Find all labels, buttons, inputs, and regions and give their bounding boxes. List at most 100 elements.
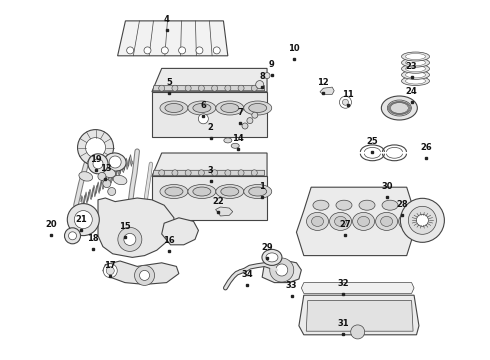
Circle shape xyxy=(93,159,103,169)
Ellipse shape xyxy=(313,200,329,210)
Circle shape xyxy=(77,130,114,166)
Ellipse shape xyxy=(406,60,425,66)
Text: 13: 13 xyxy=(99,164,111,173)
Text: 7: 7 xyxy=(237,108,243,117)
Circle shape xyxy=(247,118,253,123)
Circle shape xyxy=(343,99,348,105)
Polygon shape xyxy=(118,21,228,56)
Ellipse shape xyxy=(307,212,328,230)
Ellipse shape xyxy=(406,78,425,84)
Ellipse shape xyxy=(401,52,430,61)
Text: 6: 6 xyxy=(200,101,206,110)
Text: 30: 30 xyxy=(381,182,393,191)
Ellipse shape xyxy=(244,101,272,115)
Circle shape xyxy=(103,180,111,188)
Circle shape xyxy=(212,170,218,176)
Ellipse shape xyxy=(406,66,425,72)
Circle shape xyxy=(198,114,208,124)
Circle shape xyxy=(67,204,99,235)
Text: 5: 5 xyxy=(166,78,172,87)
Text: 32: 32 xyxy=(337,279,349,288)
Polygon shape xyxy=(262,259,301,283)
Ellipse shape xyxy=(376,212,397,230)
Ellipse shape xyxy=(221,104,239,112)
Text: 1: 1 xyxy=(259,182,265,191)
Ellipse shape xyxy=(401,71,430,79)
Ellipse shape xyxy=(165,104,183,112)
Circle shape xyxy=(159,170,165,176)
Circle shape xyxy=(196,47,203,54)
Text: 10: 10 xyxy=(288,44,300,53)
Text: 28: 28 xyxy=(396,200,408,209)
Ellipse shape xyxy=(381,216,392,226)
Ellipse shape xyxy=(312,216,323,226)
Polygon shape xyxy=(152,153,267,176)
Ellipse shape xyxy=(330,212,351,230)
Polygon shape xyxy=(216,207,233,216)
Text: 34: 34 xyxy=(242,270,253,279)
Ellipse shape xyxy=(359,200,375,210)
Text: 17: 17 xyxy=(104,261,116,270)
Ellipse shape xyxy=(90,160,104,169)
Ellipse shape xyxy=(165,187,183,196)
Circle shape xyxy=(400,198,444,242)
Ellipse shape xyxy=(406,72,425,78)
Circle shape xyxy=(161,47,168,54)
Circle shape xyxy=(127,47,134,54)
Ellipse shape xyxy=(336,200,352,210)
Polygon shape xyxy=(162,218,198,245)
Polygon shape xyxy=(152,92,267,137)
Text: 22: 22 xyxy=(212,197,224,206)
Circle shape xyxy=(159,85,165,91)
Circle shape xyxy=(98,172,106,180)
Circle shape xyxy=(198,170,204,176)
Ellipse shape xyxy=(266,253,278,262)
Ellipse shape xyxy=(382,200,398,210)
Circle shape xyxy=(408,206,437,234)
Ellipse shape xyxy=(401,77,430,85)
Circle shape xyxy=(256,81,264,89)
Circle shape xyxy=(242,123,248,129)
Ellipse shape xyxy=(262,249,282,265)
Circle shape xyxy=(351,325,365,339)
Circle shape xyxy=(212,85,218,91)
Polygon shape xyxy=(299,295,419,335)
Circle shape xyxy=(144,47,151,54)
Text: 11: 11 xyxy=(342,90,354,99)
Circle shape xyxy=(416,214,428,226)
Ellipse shape xyxy=(88,154,108,174)
Polygon shape xyxy=(301,283,414,293)
Circle shape xyxy=(86,138,105,158)
Circle shape xyxy=(140,270,149,280)
Circle shape xyxy=(213,47,220,54)
Circle shape xyxy=(252,112,258,118)
Ellipse shape xyxy=(244,185,272,198)
Ellipse shape xyxy=(381,96,417,120)
Ellipse shape xyxy=(188,101,216,115)
Text: 20: 20 xyxy=(46,220,57,229)
Ellipse shape xyxy=(401,58,430,67)
Ellipse shape xyxy=(249,187,267,196)
Polygon shape xyxy=(103,261,179,284)
Text: 31: 31 xyxy=(337,319,349,328)
Text: 25: 25 xyxy=(367,137,378,146)
Circle shape xyxy=(172,85,178,91)
Circle shape xyxy=(270,258,294,282)
Circle shape xyxy=(238,170,244,176)
Circle shape xyxy=(276,264,288,276)
Circle shape xyxy=(185,170,191,176)
Polygon shape xyxy=(320,87,334,95)
Ellipse shape xyxy=(216,185,244,198)
Circle shape xyxy=(172,170,178,176)
Ellipse shape xyxy=(102,168,116,177)
Circle shape xyxy=(135,265,154,285)
Circle shape xyxy=(251,85,257,91)
Polygon shape xyxy=(98,198,174,257)
Text: 2: 2 xyxy=(208,123,214,132)
Ellipse shape xyxy=(406,54,425,59)
Circle shape xyxy=(198,85,204,91)
Circle shape xyxy=(179,47,186,54)
Ellipse shape xyxy=(399,212,420,230)
Text: 19: 19 xyxy=(90,155,101,164)
Circle shape xyxy=(225,85,231,91)
